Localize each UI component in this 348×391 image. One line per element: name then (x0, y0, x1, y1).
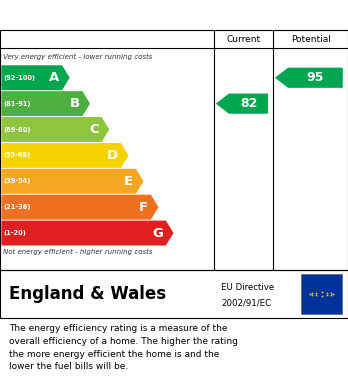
Text: (81-91): (81-91) (3, 100, 31, 107)
Text: C: C (89, 123, 99, 136)
Text: Potential: Potential (291, 34, 331, 43)
Text: D: D (107, 149, 118, 162)
Polygon shape (1, 117, 109, 142)
Text: (92-100): (92-100) (3, 75, 35, 81)
Polygon shape (216, 93, 268, 114)
Text: 2002/91/EC: 2002/91/EC (221, 298, 271, 307)
Text: A: A (49, 71, 59, 84)
Polygon shape (1, 195, 159, 220)
Text: EU Directive: EU Directive (221, 283, 274, 292)
Text: (55-68): (55-68) (3, 152, 31, 158)
Polygon shape (1, 91, 90, 116)
Polygon shape (1, 65, 70, 90)
Text: 82: 82 (240, 97, 257, 110)
Text: 95: 95 (307, 71, 324, 84)
Bar (301, 274, 342, 314)
Text: England & Wales: England & Wales (9, 285, 166, 303)
Polygon shape (1, 169, 144, 194)
Polygon shape (275, 68, 343, 88)
Text: G: G (152, 226, 163, 240)
Polygon shape (1, 221, 174, 246)
Text: The energy efficiency rating is a measure of the
overall efficiency of a home. T: The energy efficiency rating is a measur… (9, 324, 238, 371)
Text: Not energy efficient - higher running costs: Not energy efficient - higher running co… (3, 248, 153, 255)
Text: B: B (70, 97, 80, 110)
Text: F: F (139, 201, 148, 213)
Text: (69-80): (69-80) (3, 127, 31, 133)
Text: Current: Current (227, 34, 261, 43)
Text: E: E (124, 175, 133, 188)
Text: (39-54): (39-54) (3, 178, 31, 184)
Polygon shape (1, 143, 128, 168)
Text: (1-20): (1-20) (3, 230, 26, 236)
Text: Very energy efficient - lower running costs: Very energy efficient - lower running co… (3, 54, 153, 60)
Text: Energy Efficiency Rating: Energy Efficiency Rating (9, 7, 211, 23)
Text: (21-38): (21-38) (3, 204, 31, 210)
